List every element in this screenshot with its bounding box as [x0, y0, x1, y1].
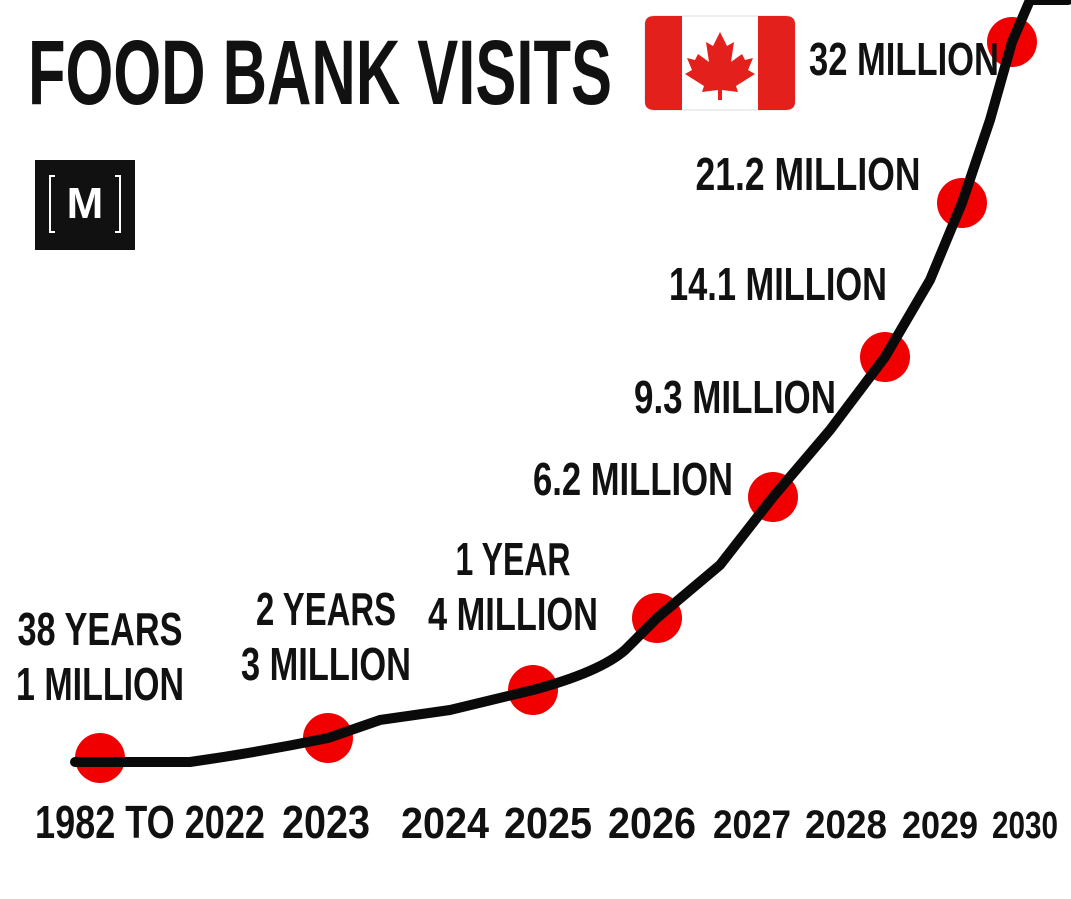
- title: FOOD BANK VISITS: [28, 22, 612, 124]
- trend-line: [70, 0, 1071, 767]
- x-label: 2023: [282, 796, 370, 848]
- annotation: 21.2 MILLION: [696, 148, 921, 200]
- annotation: 14.1 MILLION: [669, 258, 887, 310]
- x-label: 2026: [608, 799, 696, 848]
- x-label: 2025: [504, 799, 592, 848]
- annotation: 6.2 MILLION: [533, 453, 733, 505]
- x-label: 2027: [713, 803, 791, 847]
- annotation: 32 MILLION: [809, 33, 999, 85]
- logo: M: [35, 160, 135, 250]
- annotation: 4 MILLION: [428, 588, 598, 640]
- logo-text: M: [67, 179, 104, 228]
- annotation: 38 YEARS: [18, 603, 183, 655]
- x-label: 1982 TO 2022: [35, 796, 265, 848]
- annotation: 1 YEAR: [456, 533, 571, 585]
- x-label: 2029: [902, 805, 978, 847]
- annotation: 1 MILLION: [16, 658, 184, 710]
- annotation: 2 YEARS: [256, 583, 396, 635]
- x-label: 2028: [805, 803, 887, 847]
- annotation: 3 MILLION: [241, 638, 411, 690]
- canada-flag: [644, 15, 796, 111]
- annotation: 9.3 MILLION: [634, 371, 836, 423]
- x-label: 2030: [992, 805, 1058, 847]
- x-label: 2024: [401, 799, 489, 848]
